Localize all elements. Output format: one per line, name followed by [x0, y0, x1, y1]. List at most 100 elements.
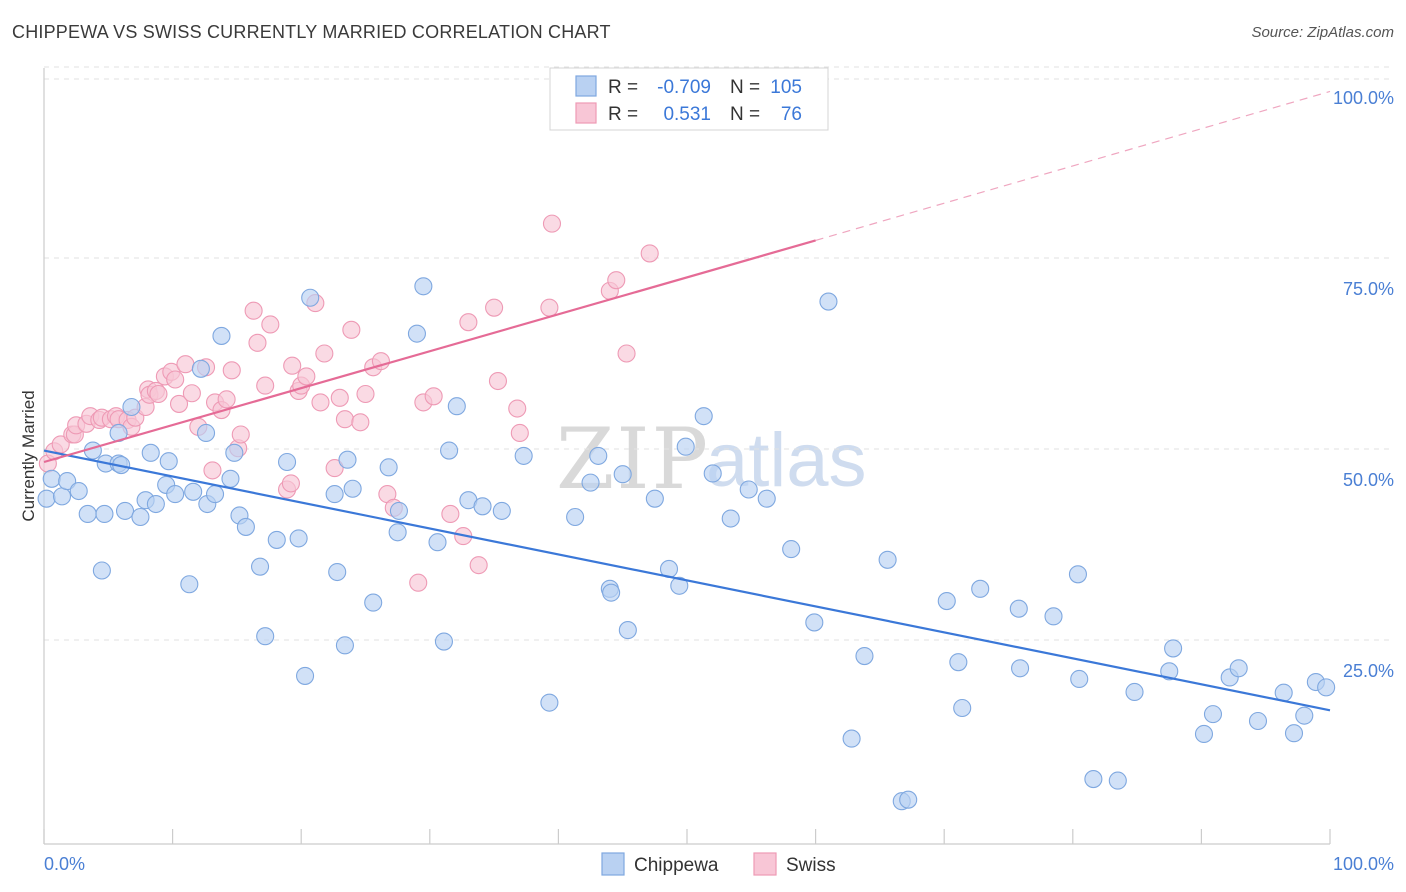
chippewa-point: [78, 504, 97, 524]
chippewa-point: [1164, 639, 1183, 658]
chippewa-point: [589, 446, 608, 465]
chippewa-legend-marker: [601, 852, 625, 876]
chippewa-point: [69, 481, 88, 501]
y-tick-label: 100.0%: [1333, 88, 1394, 108]
chippewa-point: [1011, 659, 1030, 678]
swiss-point: [640, 244, 659, 263]
chippewa-point: [581, 473, 600, 492]
gridlines: [44, 66, 1394, 641]
swiss-point: [281, 474, 300, 493]
chippewa-point: [159, 452, 178, 471]
swiss-point: [248, 333, 267, 352]
chippewa-point: [842, 729, 861, 748]
swiss-point: [617, 344, 636, 363]
chart-source: Source: ZipAtlas.com: [1251, 24, 1394, 41]
legend-r-value: 0.531: [663, 104, 711, 125]
chippewa-point: [434, 632, 453, 651]
swiss-point: [311, 393, 330, 412]
chippewa-point: [205, 485, 225, 504]
chippewa-point: [335, 636, 354, 655]
legend-n-label: N =: [730, 104, 760, 125]
chippewa-point: [819, 292, 838, 311]
chippewa-point: [196, 423, 216, 443]
swiss-point: [356, 384, 375, 404]
chippewa-point: [703, 464, 722, 483]
chippewa-point: [256, 627, 275, 646]
chippewa-point: [267, 530, 286, 549]
y-tick-label: 25.0%: [1343, 661, 1394, 681]
chippewa-point: [301, 288, 320, 307]
chippewa-point: [473, 497, 492, 516]
chippewa-point: [338, 450, 357, 469]
chippewa-point: [122, 397, 141, 417]
chippewa-point: [953, 698, 972, 718]
chippewa-series: [37, 277, 1336, 811]
chippewa-point: [343, 479, 362, 498]
swiss-point: [330, 388, 349, 407]
chippewa-point: [146, 494, 165, 514]
swiss-point: [441, 504, 460, 524]
swiss-point: [244, 301, 263, 320]
swiss-point: [540, 298, 559, 317]
chippewa-point: [602, 583, 621, 602]
chippewa-point: [514, 446, 533, 465]
y-tick-label: 50.0%: [1343, 470, 1394, 490]
legend-r-value: -0.709: [657, 77, 711, 98]
swiss-point: [459, 313, 478, 332]
chippewa-point: [757, 489, 776, 508]
swiss-point: [203, 461, 222, 480]
chippewa-point: [236, 517, 255, 536]
chippewa-point: [52, 487, 72, 506]
swiss-legend-label: Swiss: [786, 855, 836, 876]
watermark-zip: ZIP: [556, 410, 710, 508]
chippewa-legend-label: Chippewa: [634, 855, 719, 876]
series-legend: Chippewa Swiss: [601, 852, 836, 876]
chippewa-point: [694, 407, 713, 426]
chippewa-point: [1009, 599, 1028, 618]
chippewa-point: [95, 504, 114, 524]
legend-n-label: N =: [730, 77, 760, 98]
chippewa-point: [1317, 678, 1336, 697]
swiss-point: [169, 394, 189, 413]
legend-n-value: 105: [770, 77, 802, 98]
chippewa-point: [414, 277, 433, 296]
chippewa-point: [389, 501, 408, 520]
chippewa-point: [1248, 711, 1268, 731]
chippewa-point: [92, 561, 111, 580]
chippewa-point: [325, 485, 344, 504]
chippewa-point: [131, 507, 150, 527]
swiss-point: [607, 271, 626, 290]
chippewa-point: [1108, 771, 1127, 790]
chippewa-point: [618, 621, 637, 640]
swiss-point: [217, 390, 236, 409]
legend-r-label: R =: [608, 104, 638, 125]
chippewa-point: [899, 790, 918, 809]
chippewa-point: [1125, 682, 1144, 702]
chippewa-point: [540, 693, 559, 712]
swiss-point: [256, 376, 275, 395]
chippewa-point: [1203, 705, 1223, 724]
swiss-point: [222, 361, 241, 380]
chippewa-point: [670, 576, 689, 595]
chippewa-point: [566, 507, 585, 527]
swiss-point: [542, 214, 562, 233]
swiss-point: [508, 399, 527, 418]
chart-title: CHIPPEWA VS SWISS CURRENTLY MARRIED CORR…: [12, 22, 611, 42]
swiss-point: [283, 356, 302, 375]
swiss-point: [351, 413, 370, 432]
swiss-point: [297, 367, 316, 386]
chippewa-point: [739, 480, 758, 499]
swiss-point: [335, 410, 354, 429]
chippewa-point: [191, 359, 210, 378]
swiss-legend-marker: [753, 852, 777, 876]
chippewa-point: [1084, 770, 1103, 789]
x-axis-ticks: [43, 829, 1331, 844]
chippewa-point: [278, 452, 297, 472]
chippewa-point: [937, 591, 956, 611]
chippewa-legend-swatch: [575, 75, 597, 97]
x-tick-label: 100.0%: [1333, 854, 1394, 874]
chippewa-point: [407, 324, 426, 343]
chippewa-point: [58, 472, 77, 491]
chippewa-point: [1284, 724, 1304, 743]
